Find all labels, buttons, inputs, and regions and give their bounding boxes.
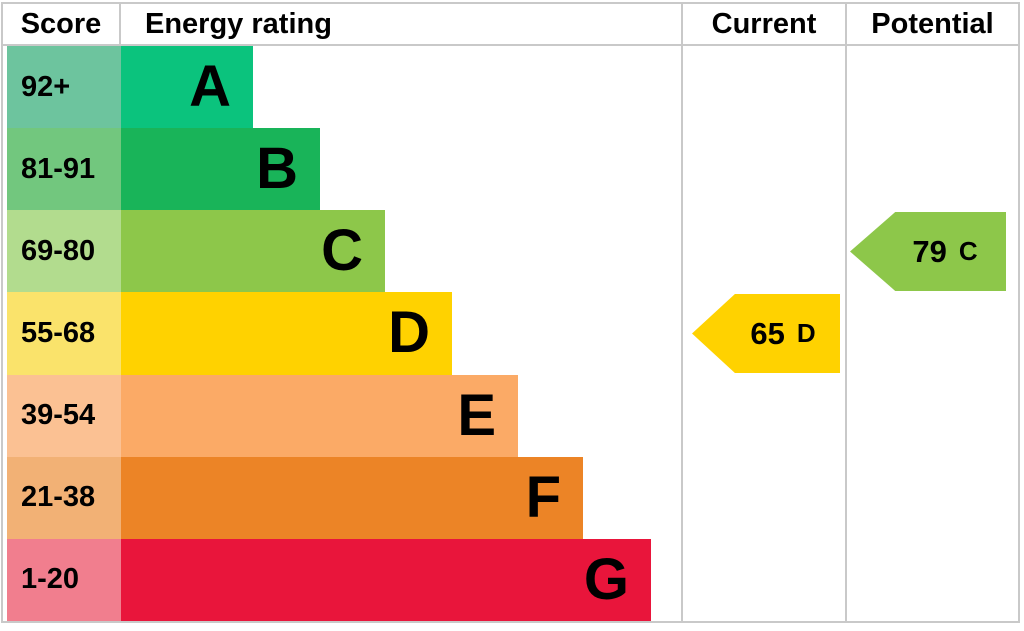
rating-band-row-g: 1-20 G xyxy=(3,538,681,621)
rating-bar-b: B xyxy=(121,128,320,211)
score-range-g: 1-20 xyxy=(7,538,121,621)
score-range-e: 39-54 xyxy=(7,374,121,457)
current-column: Current xyxy=(681,4,845,621)
ratings-pane: Score Energy rating 92+ A 81-91 B 69-80 C 55-6… xyxy=(3,4,681,621)
band-letter-d: D xyxy=(388,300,430,366)
rating-bar-c: C xyxy=(121,210,385,293)
rating-bar-f: F xyxy=(121,456,583,539)
score-range-f: 21-38 xyxy=(7,456,121,539)
current-rating-value: 65 xyxy=(750,315,785,351)
band-letter-b: B xyxy=(256,136,298,202)
score-range-d: 55-68 xyxy=(7,292,121,375)
score-column-header: Score xyxy=(3,4,121,44)
rating-band-row-a: 92+ A xyxy=(3,46,681,129)
band-letter-e: E xyxy=(457,382,496,448)
band-letter-f: F xyxy=(525,464,561,530)
rating-band-row-d: 55-68 D xyxy=(3,292,681,375)
rating-band-row-f: 21-38 F xyxy=(3,456,681,539)
potential-rating-value: 79 xyxy=(912,233,947,269)
potential-rating-band: C xyxy=(958,236,978,266)
rating-band-row-e: 39-54 E xyxy=(3,374,681,457)
rating-bar-e: E xyxy=(121,374,518,457)
rating-bar-a: A xyxy=(121,46,253,129)
score-range-a: 92+ xyxy=(7,46,121,129)
table-header-row: Score Energy rating xyxy=(3,4,681,46)
current-rating-band: D xyxy=(796,318,816,348)
rating-bar-d: D xyxy=(121,292,452,375)
rating-band-row-c: 69-80 C xyxy=(3,210,681,293)
band-letter-g: G xyxy=(583,546,629,612)
potential-column-header: Potential xyxy=(847,4,1018,46)
rating-bands-body: 92+ A 81-91 B 69-80 C 55-68 D 39-54 E 21-38 F 1-20 G xyxy=(3,46,681,621)
current-column-header: Current xyxy=(683,4,845,46)
rating-band-row-b: 81-91 B xyxy=(3,128,681,211)
energy-rating-column-header: Energy rating xyxy=(145,7,332,40)
epc-table: Score Energy rating 92+ A 81-91 B 69-80 C 55-6… xyxy=(1,2,1020,623)
potential-column: Potential xyxy=(845,4,1018,621)
band-letter-a: A xyxy=(189,54,231,120)
band-letter-c: C xyxy=(321,218,363,284)
score-range-c: 69-80 xyxy=(7,210,121,293)
rating-bar-g: G xyxy=(121,538,651,621)
score-range-b: 81-91 xyxy=(7,128,121,211)
